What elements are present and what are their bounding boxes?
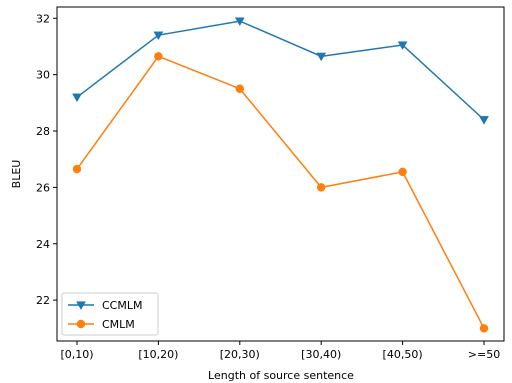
series-line-cmlm bbox=[76, 55, 485, 329]
x-tick-label: [30,40) bbox=[301, 348, 341, 361]
legend-label-cmlm: CMLM bbox=[102, 318, 135, 331]
x-axis: [0,10) [10,20) [20,30) [30,40) [40,50) >=50 bbox=[60, 341, 500, 361]
legend: CCMLM CMLM bbox=[61, 292, 159, 336]
x-tick-label: [0,10) bbox=[60, 348, 93, 361]
series-line-ccmlm bbox=[76, 20, 485, 121]
data-point-ccmlm bbox=[316, 52, 327, 62]
x-axis-label: Length of source sentence bbox=[208, 369, 354, 382]
data-point-cmlm bbox=[154, 52, 163, 61]
data-point-cmlm bbox=[235, 84, 245, 93]
data-point-ccmlm bbox=[479, 116, 489, 125]
data-point-cmlm bbox=[398, 167, 407, 177]
data-point-ccmlm bbox=[234, 17, 245, 27]
x-tick-label: [10,20) bbox=[138, 348, 178, 361]
legend-marker-ccmlm bbox=[76, 301, 86, 311]
legend-label-ccmlm: CCMLM bbox=[102, 299, 142, 312]
x-tick-label: >=50 bbox=[468, 348, 500, 361]
plot-area bbox=[56, 6, 505, 342]
y-tick-label: 30 bbox=[36, 69, 50, 82]
data-point-ccmlm bbox=[153, 31, 164, 41]
y-tick-label: 22 bbox=[36, 294, 50, 307]
data-point-cmlm bbox=[72, 164, 82, 174]
legend-marker-cmlm bbox=[76, 319, 86, 329]
y-tick-label: 26 bbox=[36, 181, 50, 194]
x-tick-label: [20,30) bbox=[220, 348, 260, 361]
y-tick-label: 24 bbox=[36, 238, 50, 251]
y-axis-label: BLEU bbox=[10, 160, 23, 189]
data-point-ccmlm bbox=[397, 41, 408, 51]
data-point-ccmlm bbox=[72, 93, 82, 103]
y-tick-label: 32 bbox=[36, 12, 50, 25]
y-tick-label: 28 bbox=[36, 125, 50, 138]
x-tick-label: [40,50) bbox=[383, 348, 423, 361]
y-axis: 22 24 26 28 30 32 bbox=[36, 12, 57, 307]
series-cmlm bbox=[72, 52, 489, 333]
plot-frame bbox=[56, 6, 505, 342]
data-point-cmlm bbox=[316, 183, 326, 192]
series-layer bbox=[72, 17, 489, 333]
series-ccmlm bbox=[72, 17, 489, 125]
data-point-cmlm bbox=[479, 324, 489, 333]
